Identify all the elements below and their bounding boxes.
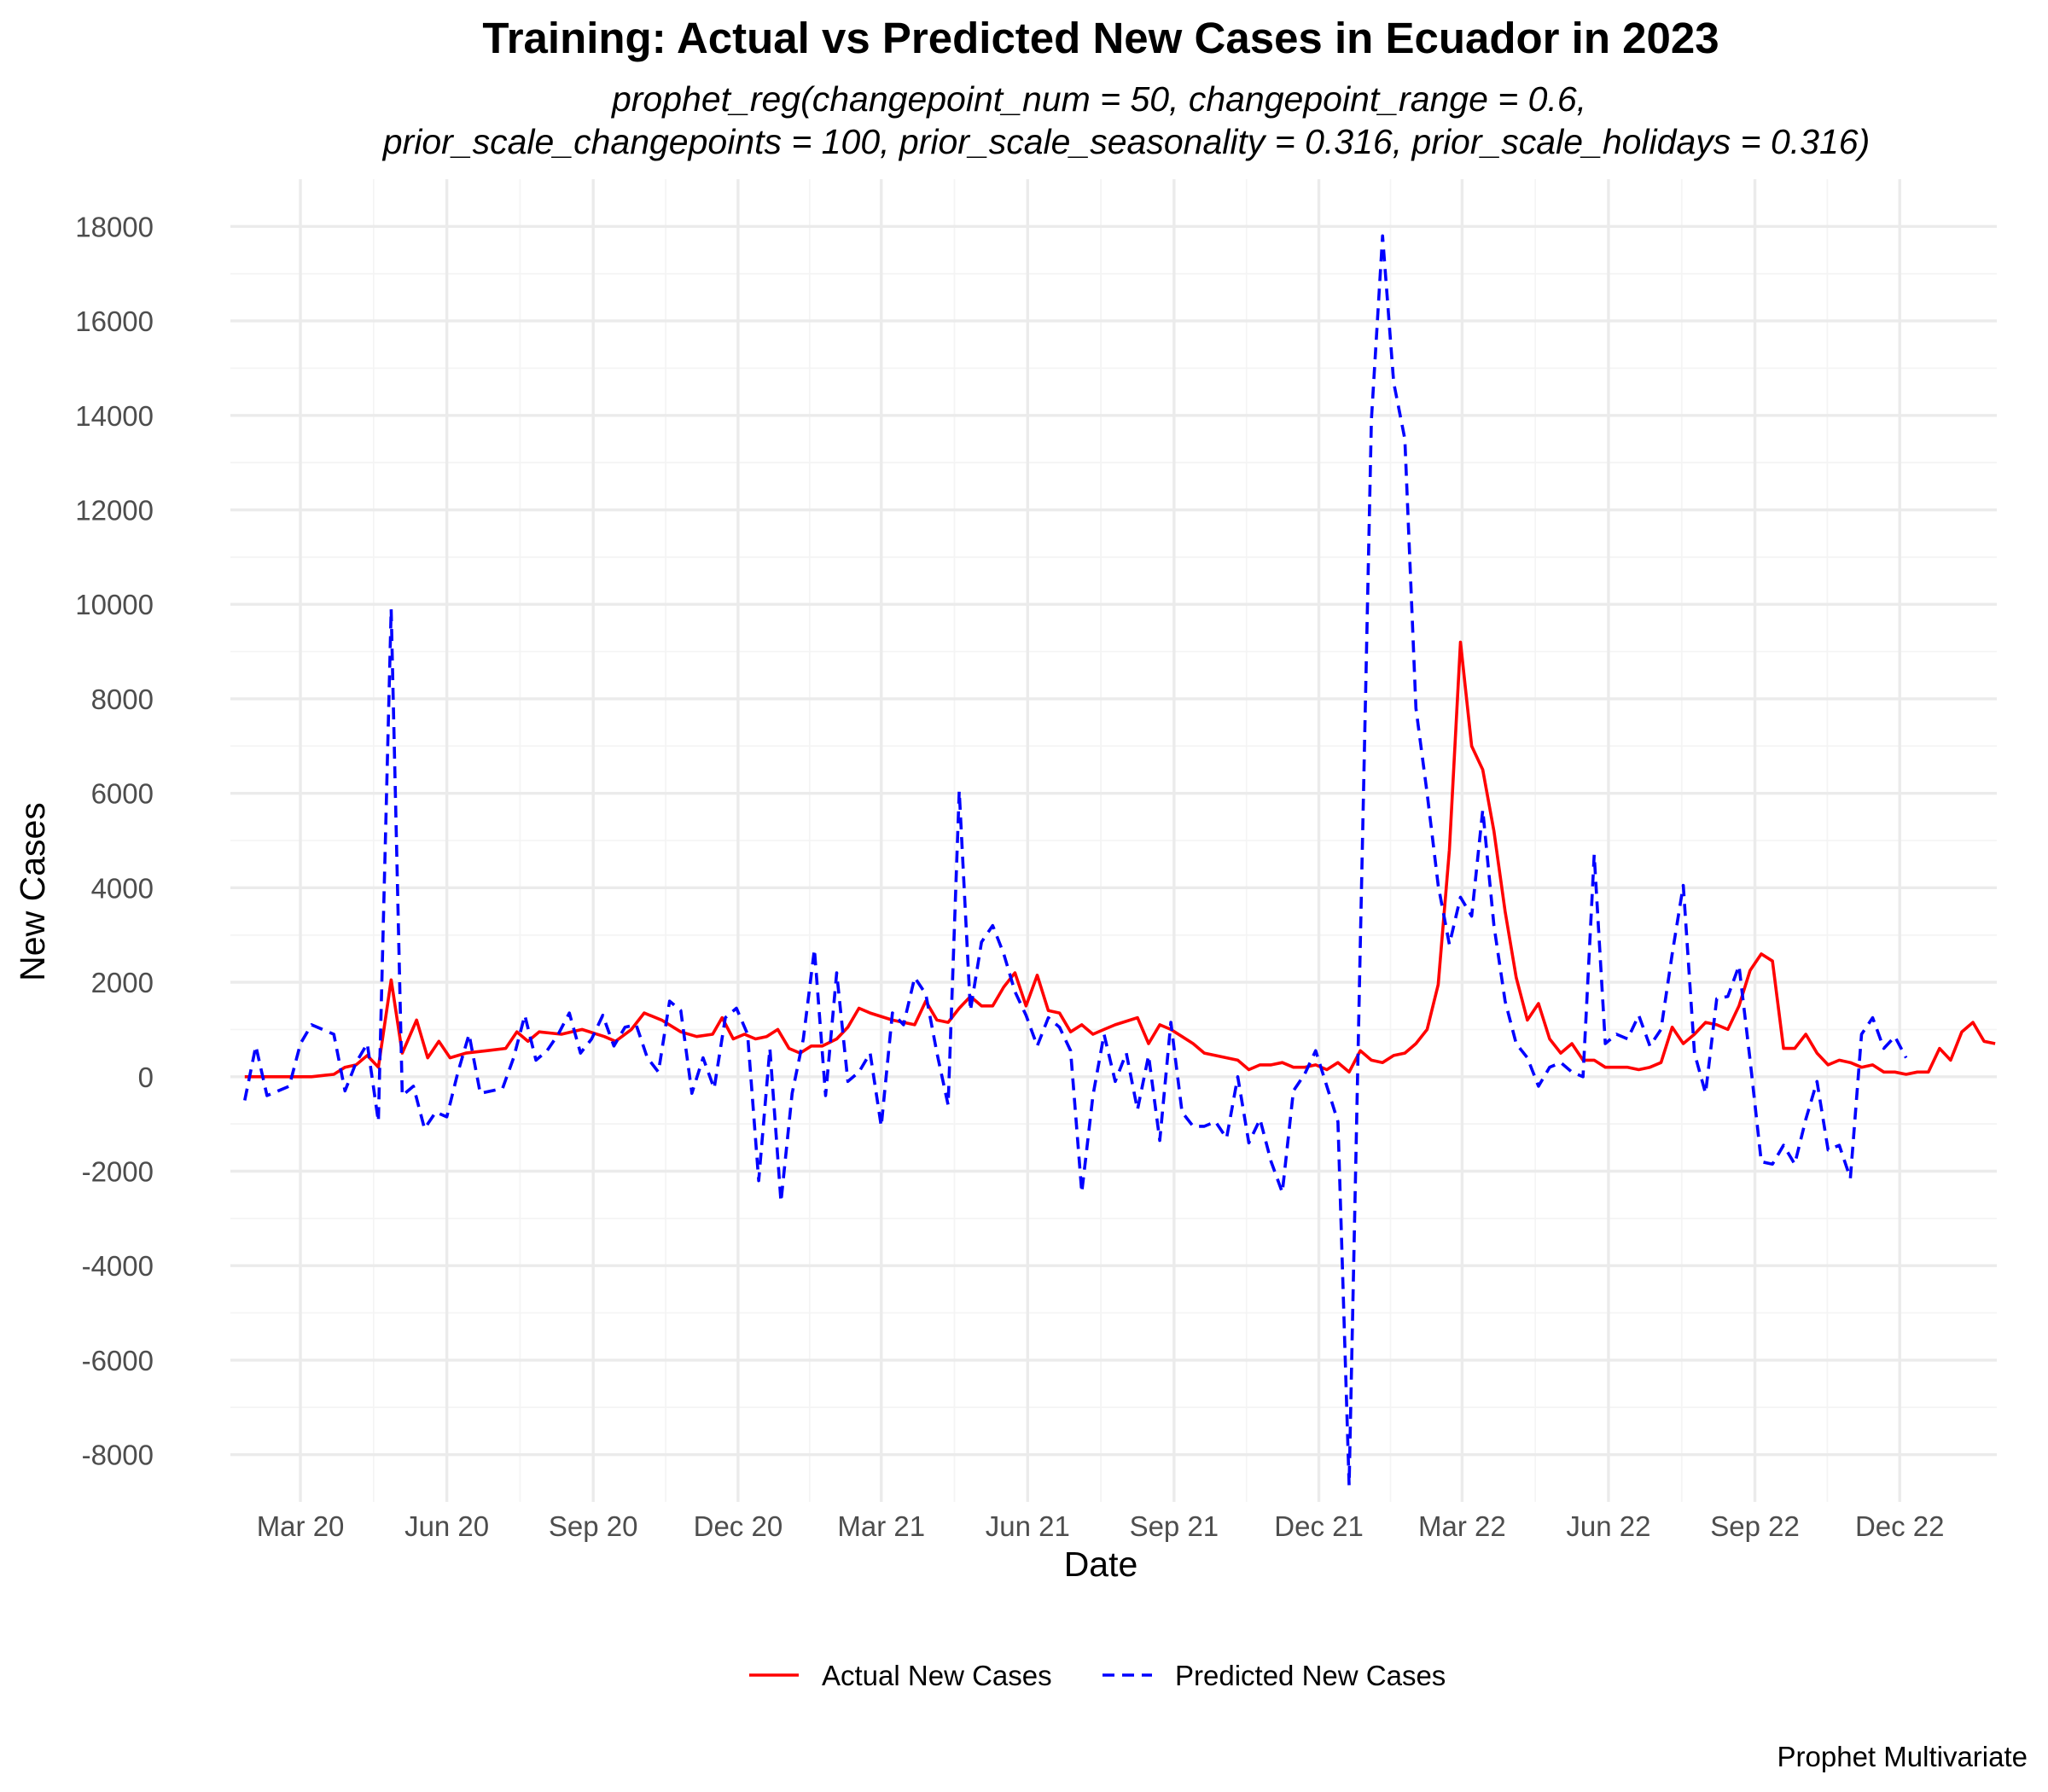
y-tick-label: 12000 xyxy=(75,495,154,527)
y-tick-label: 0 xyxy=(138,1062,154,1093)
chart-title-group: Training: Actual vs Predicted New Cases … xyxy=(381,14,1870,161)
y-axis-title: New Cases xyxy=(13,802,52,981)
y-tick-label: -4000 xyxy=(82,1250,154,1282)
y-tick-label: -6000 xyxy=(82,1345,154,1376)
y-tick-label: 18000 xyxy=(75,211,154,242)
x-tick-label: Jun 21 xyxy=(986,1510,1070,1542)
x-tick-label: Dec 22 xyxy=(1855,1510,1945,1542)
chart-subtitle-line-1: prophet_reg(changepoint_num = 50, change… xyxy=(610,79,1586,119)
x-tick-label: Sep 22 xyxy=(1710,1510,1800,1542)
y-tick-label: 10000 xyxy=(75,589,154,620)
series-layer xyxy=(243,234,1996,1487)
series-line-predicted-new-cases xyxy=(243,234,1908,1487)
x-tick-label: Jun 20 xyxy=(404,1510,489,1542)
y-tick-label: -2000 xyxy=(82,1156,154,1188)
x-tick-label: Sep 21 xyxy=(1130,1510,1219,1542)
y-tick-label: 8000 xyxy=(91,684,154,715)
chart-title: Training: Actual vs Predicted New Cases … xyxy=(482,14,1719,62)
x-tick-label: Mar 21 xyxy=(837,1510,925,1542)
grid-major xyxy=(230,179,1997,1502)
y-tick-label: -8000 xyxy=(82,1440,154,1471)
y-tick-label: 6000 xyxy=(91,778,154,810)
legend-label-2: Predicted New Cases xyxy=(1175,1660,1446,1691)
x-axis-title: Date xyxy=(1064,1545,1138,1584)
y-tick-label: 14000 xyxy=(75,400,154,432)
y-axis-tick-labels: -8000 -6000 -4000 -2000 0 2000 4000 6000 8000 100… xyxy=(75,211,154,1470)
legend: Actual New Cases Predicted New Cases xyxy=(749,1660,1446,1691)
y-tick-label: 2000 xyxy=(91,967,154,998)
series-line-actual-new-cases xyxy=(244,640,1996,1079)
chart-subtitle-line-2: prior_scale_changepoints = 100, prior_sc… xyxy=(381,122,1870,161)
x-tick-label: Mar 22 xyxy=(1418,1510,1506,1542)
grid-minor xyxy=(230,179,1997,1502)
x-axis-tick-labels: Mar 20 Jun 20 Sep 20 Dec 20 Mar 21 Jun 21 Sep … xyxy=(257,1510,1945,1542)
y-tick-label: 4000 xyxy=(91,872,154,904)
chart-caption: Prophet Multivariate xyxy=(1777,1741,2028,1772)
x-tick-label: Mar 20 xyxy=(257,1510,345,1542)
x-tick-label: Jun 22 xyxy=(1566,1510,1650,1542)
legend-label-1: Actual New Cases xyxy=(822,1660,1052,1691)
x-tick-label: Dec 20 xyxy=(694,1510,783,1542)
y-tick-label: 16000 xyxy=(75,305,154,337)
x-tick-label: Dec 21 xyxy=(1274,1510,1364,1542)
x-tick-label: Sep 20 xyxy=(549,1510,638,1542)
